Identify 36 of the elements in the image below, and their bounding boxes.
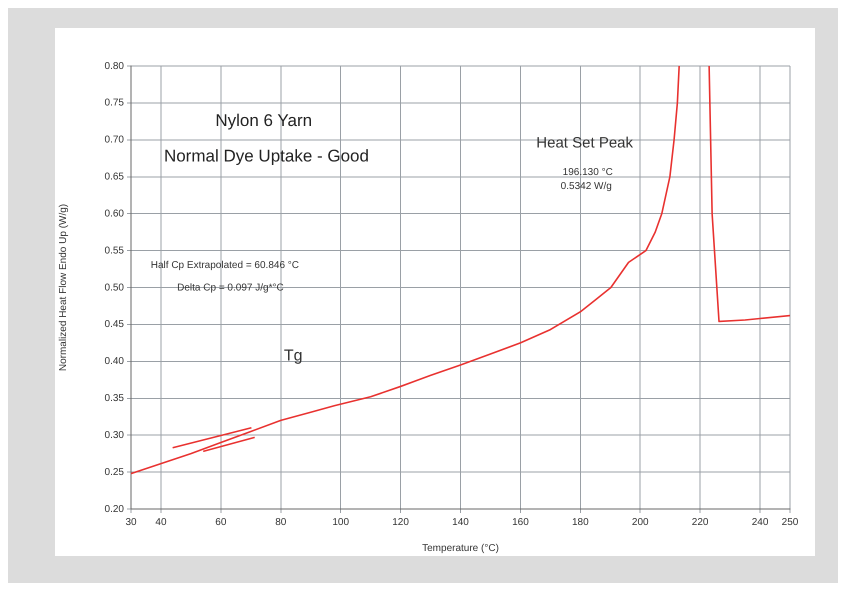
x-tick-label: 100: [332, 516, 350, 528]
annotation: Half Cp Extrapolated = 60.846 °C: [150, 260, 300, 272]
y-tick-label: 0.70: [104, 134, 124, 146]
y-tick-label: 0.20: [104, 504, 124, 515]
y-tick-label: 0.25: [104, 466, 124, 478]
x-tick-label: 200: [632, 516, 650, 528]
y-tick-label: 0.50: [104, 282, 124, 294]
x-tick-label: 40: [155, 516, 167, 528]
annotation: 0.5342 W/g: [560, 181, 612, 192]
annotation: 196.130 °C: [562, 167, 613, 178]
y-tick-label: 0.80: [104, 60, 124, 72]
y-tick-label: 0.40: [104, 356, 124, 368]
y-tick-label: 0.55: [104, 245, 124, 256]
annotation: Delta Cp = 0.097 J/g*°C: [177, 282, 284, 294]
y-tick-label: 0.65: [104, 172, 124, 182]
y-axis-title: Normalized Heat Flow Endo Up (W/g): [58, 204, 69, 372]
x-tick-label: 60: [215, 516, 227, 528]
x-tick-label: 120: [392, 516, 410, 528]
x-tick-label: 80: [275, 516, 287, 528]
y-tick-label: 0.60: [104, 208, 124, 220]
annotation: Tg: [284, 348, 303, 365]
x-tick-label: 30: [125, 516, 137, 528]
x-tick-label: 180: [572, 516, 590, 528]
y-tick-label: 0.35: [104, 393, 124, 404]
x-axis-title: Temperature (°C): [422, 542, 499, 554]
x-tick-label: 220: [692, 516, 709, 528]
y-tick-label: 0.30: [104, 430, 124, 441]
x-tick-label: 250: [782, 516, 799, 528]
text: Nylon 6 Yarn: [215, 111, 312, 130]
y-tick-label: 0.45: [104, 319, 124, 330]
text: Normal Dye Uptake - Good: [164, 146, 369, 166]
x-tick-label: 240: [752, 516, 769, 528]
x-tick-label: 160: [512, 516, 530, 528]
x-tick-label: 140: [452, 516, 470, 528]
annotation: Heat Set Peak: [536, 134, 634, 152]
y-tick-label: 0.75: [104, 98, 124, 109]
